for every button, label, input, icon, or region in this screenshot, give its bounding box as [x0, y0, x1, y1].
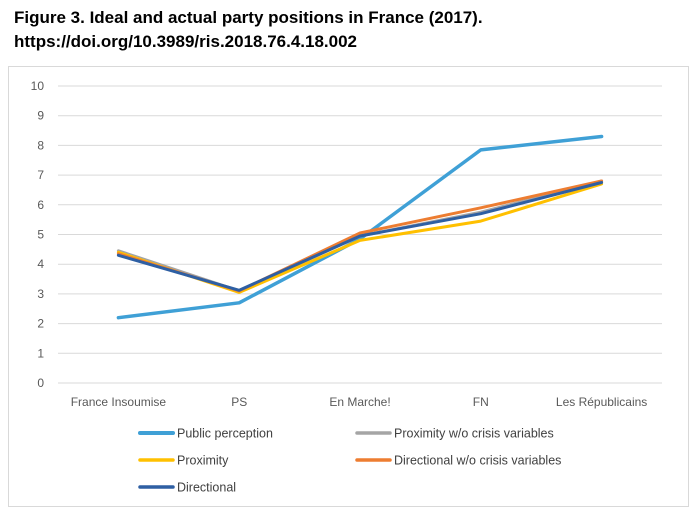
y-tick-label: 2	[37, 317, 44, 331]
series-line-directional	[116, 181, 604, 292]
figure-title: Figure 3. Ideal and actual party positio…	[14, 6, 694, 54]
y-tick-label: 8	[37, 138, 44, 152]
y-tick-label: 1	[37, 346, 44, 360]
figure-title-line1: Figure 3. Ideal and actual party positio…	[14, 8, 483, 27]
y-tick-label: 5	[37, 228, 44, 242]
y-tick-label: 3	[37, 287, 44, 301]
y-axis-ticks: 0 1 2 3 4 5 6 7 8 9 10	[31, 79, 45, 390]
x-tick-label: PS	[231, 395, 247, 409]
gridlines	[58, 85, 662, 384]
figure-title-line2: https://doi.org/10.3989/ris.2018.76.4.18…	[14, 32, 358, 51]
x-tick-label: FN	[473, 395, 489, 409]
x-tick-label: En Marche!	[329, 395, 390, 409]
y-tick-label: 4	[37, 257, 44, 271]
series-line-public-perception	[116, 134, 604, 320]
legend-label-public-perception: Public perception	[177, 427, 273, 441]
legend-label-directional-w-o-crisis-variables: Directional w/o crisis variables	[394, 454, 561, 468]
series-lines	[116, 134, 604, 320]
legend: Public perception Proximity w/o crisis va…	[138, 427, 561, 495]
legend-label-proximity: Proximity	[177, 454, 229, 468]
legend-label-directional: Directional	[177, 481, 236, 495]
x-tick-label: France Insoumise	[71, 395, 167, 409]
x-axis-ticks: France Insoumise PS En Marche! FN Les Républ…	[71, 395, 648, 409]
y-tick-label: 10	[31, 79, 45, 93]
x-tick-label: Les Républicains	[556, 395, 647, 409]
legend-label-proximity-w-o-crisis-variables: Proximity w/o crisis variables	[394, 427, 554, 441]
y-tick-label: 7	[37, 168, 44, 182]
y-tick-label: 9	[37, 109, 44, 123]
y-tick-label: 0	[37, 376, 44, 390]
y-tick-label: 6	[37, 198, 44, 212]
